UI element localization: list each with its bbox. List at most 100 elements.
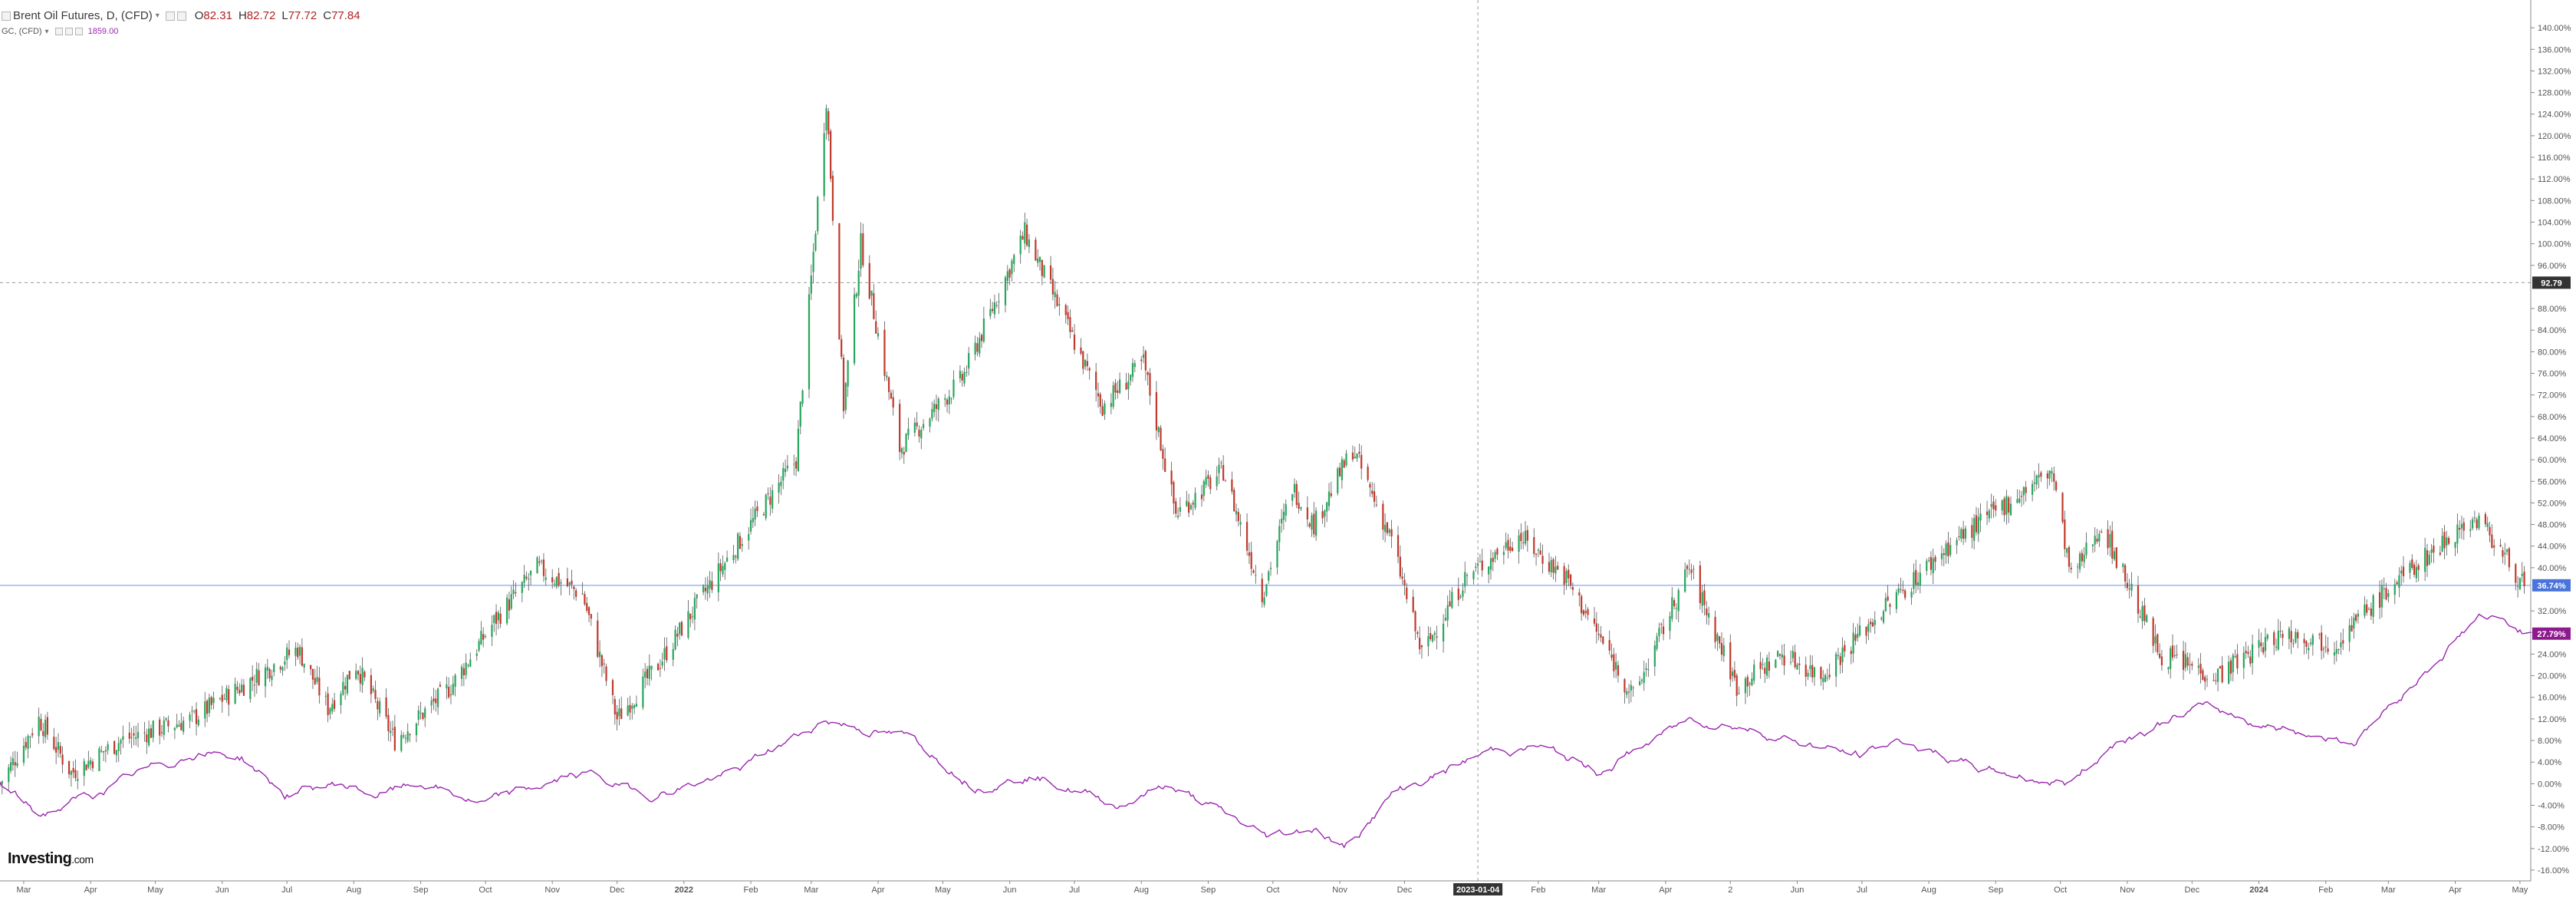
candle	[1746, 674, 1749, 697]
candle-body-up	[771, 490, 774, 509]
x-tick-label: Mar	[16, 885, 31, 895]
candle-body-down	[1673, 600, 1676, 606]
candle	[98, 746, 100, 772]
candle	[104, 746, 107, 763]
candle-body-down	[1164, 458, 1166, 472]
candle	[2297, 628, 2299, 648]
candle-body-down	[357, 671, 360, 674]
main-legend[interactable]: Brent Oil Futures, D, (CFD) ▾ O 82.31 H 82…	[2, 9, 360, 22]
candle	[424, 706, 426, 727]
y-tick-label: 96.00%	[2538, 262, 2567, 271]
candle	[25, 736, 27, 750]
candle	[2486, 516, 2489, 532]
candle-body-up	[2091, 544, 2094, 546]
candle-body-up	[1940, 553, 1943, 559]
candle	[2081, 549, 2083, 566]
candle-body-down	[1690, 569, 1693, 573]
candle-body-up	[87, 760, 90, 768]
candle	[1114, 378, 1117, 400]
candle-body-down	[46, 717, 48, 735]
candle	[2094, 527, 2096, 552]
x-tick-label: Aug	[347, 885, 362, 895]
candle	[1306, 496, 1308, 527]
candle-body-up	[1446, 605, 1449, 621]
remove-icon[interactable]	[74, 28, 83, 35]
candle	[2517, 575, 2519, 598]
candle-body-down	[2221, 665, 2223, 683]
candle	[102, 750, 105, 762]
candle	[1934, 554, 1936, 571]
candle-body-up	[1550, 559, 1552, 572]
candle	[2167, 666, 2170, 674]
candle-body-up	[2251, 644, 2254, 664]
candle	[1639, 675, 1641, 686]
candle	[1384, 513, 1387, 542]
candle	[1414, 610, 1416, 641]
candle-body-down	[2139, 616, 2141, 618]
compare-symbol[interactable]: GC, (CFD)	[2, 27, 42, 36]
compare-legend[interactable]: GC, (CFD) ▾ 1859.00	[2, 27, 118, 36]
candle	[2398, 567, 2400, 598]
y-tick-label: 20.00%	[2538, 672, 2567, 681]
visibility-toggle-icon[interactable]	[54, 28, 63, 35]
chevron-down-icon[interactable]: ▾	[44, 27, 49, 36]
symbol-name[interactable]: Brent Oil Futures, D, (CFD)	[13, 9, 153, 22]
candle-body-up	[2113, 551, 2116, 559]
candle	[449, 684, 452, 704]
candle-body-down	[1321, 511, 1324, 519]
candle-body-down	[918, 430, 920, 437]
candle	[1706, 601, 1708, 625]
candle-body-down	[462, 668, 465, 676]
candle	[2061, 492, 2064, 525]
candle-body-down	[646, 668, 649, 679]
candle	[1231, 471, 1233, 495]
candle	[1170, 461, 1173, 496]
candle-body-up	[1013, 255, 1015, 264]
candle	[598, 640, 601, 668]
candle	[1858, 616, 1861, 638]
settings-icon[interactable]	[176, 11, 186, 21]
candle	[1073, 324, 1076, 355]
candle	[1327, 483, 1331, 511]
candle-body-down	[1192, 503, 1194, 505]
candle	[620, 696, 623, 720]
candle	[1699, 560, 1701, 610]
collapse-legend-button[interactable]	[2, 11, 11, 21]
settings-icon[interactable]	[64, 28, 73, 35]
candle	[618, 698, 620, 726]
candle	[91, 758, 94, 772]
candle	[2068, 545, 2071, 573]
candle	[1479, 554, 1482, 562]
candle	[2366, 599, 2368, 616]
candle	[1095, 363, 1097, 402]
candle	[1796, 662, 1798, 670]
x-tick-label: Jun	[1791, 885, 1805, 895]
candle	[1446, 595, 1449, 628]
candle-body-up	[2353, 617, 2355, 629]
candle	[1524, 521, 1527, 546]
candle	[329, 707, 331, 720]
candle-body-down	[1308, 523, 1311, 527]
candle	[2508, 546, 2510, 572]
candle	[1708, 606, 1710, 625]
candle-body-down	[1746, 677, 1749, 687]
candle-body-down	[1541, 556, 1544, 564]
candle	[1155, 381, 1158, 440]
x-tick-label: Jun	[1003, 885, 1017, 895]
candle	[735, 554, 737, 564]
candle	[1131, 358, 1134, 382]
candle-body-down	[2025, 486, 2027, 493]
candle-body-up	[2184, 654, 2186, 668]
candle-body-up	[2232, 655, 2234, 673]
candle-body-up	[2216, 668, 2219, 682]
visibility-toggle-icon[interactable]	[165, 11, 175, 21]
candle	[950, 397, 952, 404]
chevron-down-icon[interactable]: ▾	[155, 12, 160, 20]
candle	[1142, 345, 1145, 364]
candle	[1064, 303, 1067, 324]
candle	[603, 658, 605, 674]
candle	[1533, 528, 1535, 558]
candle-body-down	[130, 737, 133, 738]
candle	[2318, 632, 2321, 640]
